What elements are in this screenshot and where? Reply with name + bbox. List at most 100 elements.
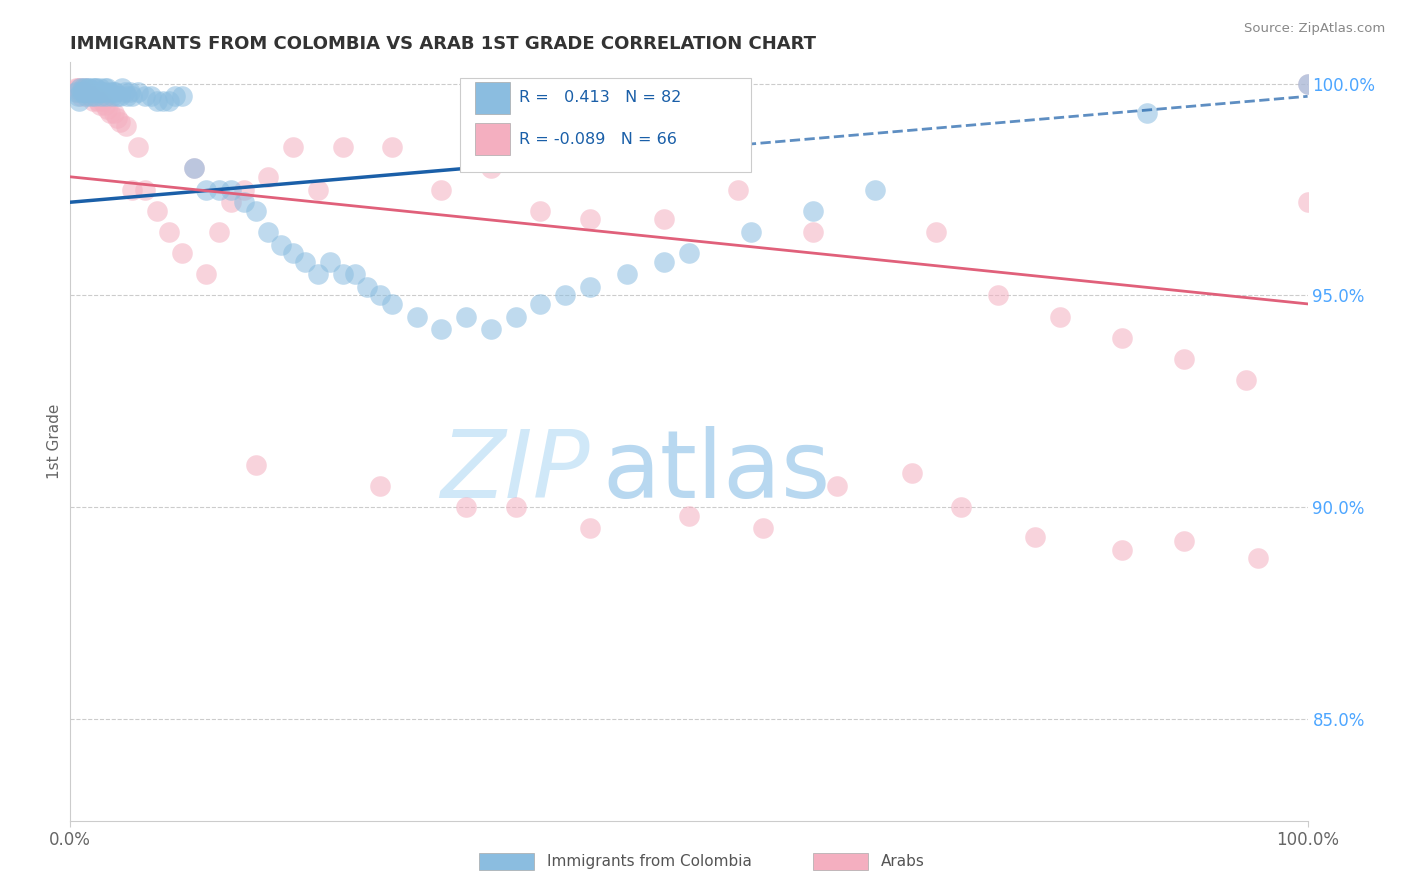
Point [121, 182, 143, 196]
Point [381, 297, 404, 311]
Point [84, 89, 107, 103]
Point [104, 85, 127, 99]
Point [127, 140, 149, 154]
Point [1111, 331, 1133, 345]
Point [72, 85, 94, 99]
Point [281, 246, 304, 260]
Point [65, 80, 87, 95]
Point [87, 85, 110, 99]
Point [96, 80, 118, 95]
Point [183, 161, 205, 176]
Point [84, 80, 107, 95]
Point [616, 267, 638, 281]
Point [505, 310, 527, 324]
Point [96, 89, 118, 103]
Text: Arabs: Arabs [880, 854, 925, 869]
Point [72, 80, 94, 95]
Point [430, 182, 453, 196]
Point [76, 85, 98, 99]
Point [103, 85, 125, 99]
Text: Immigrants from Colombia: Immigrants from Colombia [547, 854, 752, 869]
Point [1173, 351, 1195, 366]
Point [121, 89, 143, 103]
Point [579, 280, 602, 294]
Point [678, 508, 700, 523]
Point [1136, 106, 1159, 120]
Point [183, 161, 205, 176]
Point [479, 322, 502, 336]
Point [94, 80, 117, 95]
Point [83, 85, 105, 99]
Point [381, 140, 404, 154]
Point [72, 85, 94, 99]
Point [529, 203, 551, 218]
Point [740, 225, 762, 239]
Point [134, 182, 156, 196]
Point [139, 89, 162, 103]
Point [195, 182, 218, 196]
Point [368, 288, 391, 302]
Point [319, 254, 342, 268]
Point [232, 182, 254, 196]
Point [89, 97, 111, 112]
Point [67, 85, 90, 99]
Text: Source: ZipAtlas.com: Source: ZipAtlas.com [1244, 22, 1385, 36]
Point [79, 89, 101, 103]
Point [195, 267, 218, 281]
Point [1247, 551, 1270, 566]
Point [343, 267, 366, 281]
Point [219, 182, 242, 196]
Point [146, 203, 169, 218]
Point [101, 89, 124, 103]
Point [84, 89, 107, 103]
Point [77, 85, 100, 99]
Point [118, 85, 141, 99]
Point [652, 212, 675, 227]
Point [430, 322, 453, 336]
Text: atlas: atlas [602, 425, 831, 518]
Point [801, 203, 824, 218]
Point [801, 225, 824, 239]
Point [1173, 534, 1195, 549]
Point [950, 500, 973, 515]
Bar [813, 854, 869, 870]
Point [108, 89, 131, 103]
Point [1296, 77, 1319, 91]
Point [652, 254, 675, 268]
Point [368, 479, 391, 493]
Point [89, 80, 111, 95]
Point [79, 85, 101, 99]
Point [752, 521, 775, 535]
Point [529, 297, 551, 311]
Point [69, 80, 91, 95]
Point [157, 225, 180, 239]
Bar [478, 854, 534, 870]
Point [90, 89, 112, 103]
Bar [475, 123, 509, 155]
Point [219, 195, 242, 210]
Point [827, 479, 849, 493]
Point [579, 521, 602, 535]
Point [73, 85, 96, 99]
Point [332, 140, 354, 154]
Point [307, 267, 329, 281]
Point [75, 89, 97, 103]
Point [134, 89, 156, 103]
Point [245, 203, 267, 218]
Point [146, 94, 169, 108]
Point [86, 85, 108, 99]
Text: R = -0.089   N = 66: R = -0.089 N = 66 [519, 132, 678, 147]
Point [114, 85, 136, 99]
Point [405, 310, 427, 324]
Point [257, 169, 280, 184]
Text: IMMIGRANTS FROM COLOMBIA VS ARAB 1ST GRADE CORRELATION CHART: IMMIGRANTS FROM COLOMBIA VS ARAB 1ST GRA… [70, 35, 817, 53]
Point [332, 267, 354, 281]
Point [270, 237, 292, 252]
FancyBboxPatch shape [460, 78, 751, 172]
Point [294, 254, 316, 268]
Point [170, 89, 193, 103]
Point [84, 80, 107, 95]
Point [93, 85, 115, 99]
Point [91, 94, 114, 108]
Point [115, 119, 138, 133]
